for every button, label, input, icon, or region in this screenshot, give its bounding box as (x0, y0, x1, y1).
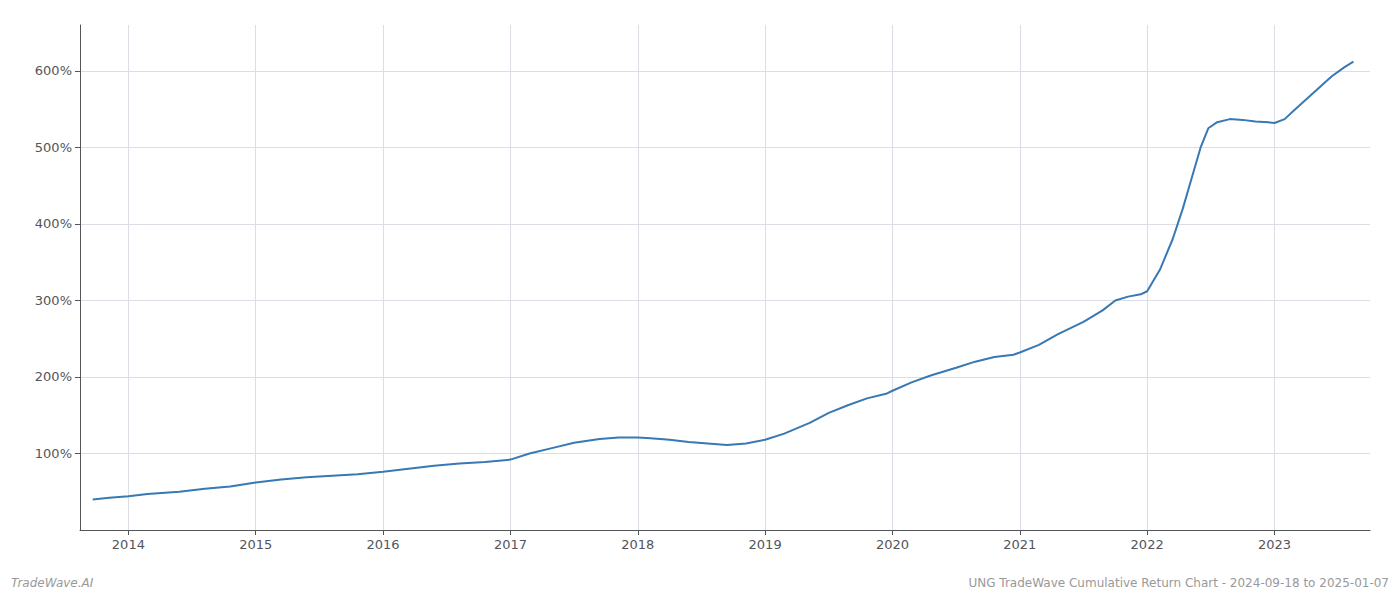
svg-text:UNG TradeWave Cumulative Retur: UNG TradeWave Cumulative Return Chart - … (968, 576, 1389, 590)
svg-text:100%: 100% (35, 446, 72, 461)
svg-text:300%: 300% (35, 293, 72, 308)
svg-text:2018: 2018 (621, 537, 654, 552)
svg-text:2022: 2022 (1131, 537, 1164, 552)
svg-text:2019: 2019 (749, 537, 782, 552)
svg-text:200%: 200% (35, 369, 72, 384)
svg-text:2021: 2021 (1003, 537, 1036, 552)
svg-text:2020: 2020 (876, 537, 909, 552)
svg-text:2023: 2023 (1258, 537, 1291, 552)
svg-text:TradeWave.AI: TradeWave.AI (11, 576, 94, 590)
svg-text:500%: 500% (35, 140, 72, 155)
svg-text:2015: 2015 (239, 537, 272, 552)
svg-text:2017: 2017 (494, 537, 527, 552)
svg-text:400%: 400% (35, 216, 72, 231)
svg-text:2016: 2016 (367, 537, 400, 552)
svg-text:2014: 2014 (112, 537, 145, 552)
svg-text:600%: 600% (35, 63, 72, 78)
